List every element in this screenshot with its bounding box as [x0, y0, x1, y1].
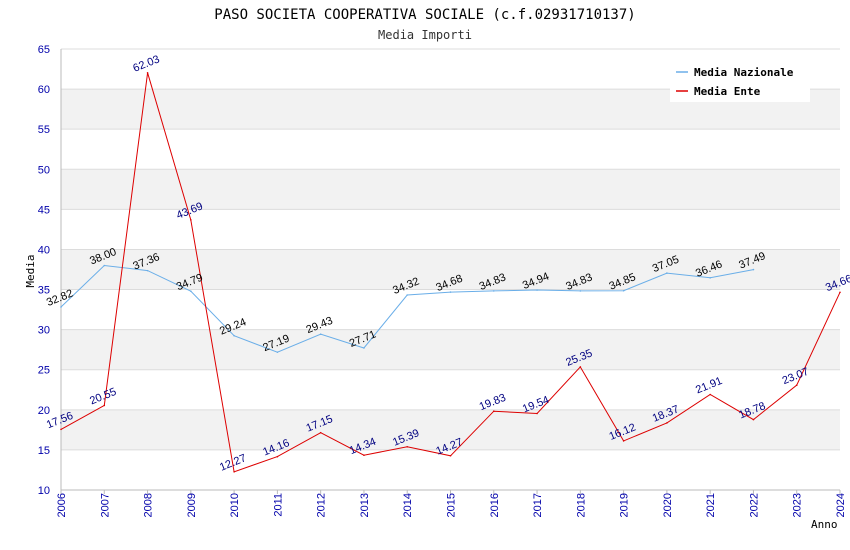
data-point	[319, 431, 322, 434]
data-point	[103, 404, 106, 407]
x-tick-label: 2007	[99, 493, 111, 517]
y-tick-label: 50	[38, 164, 50, 176]
y-tick-label: 55	[38, 124, 50, 136]
x-tick-label: 2012	[316, 493, 328, 517]
x-tick-label: 2006	[56, 493, 68, 517]
x-tick-label: 2010	[229, 493, 241, 517]
y-tick-label: 20	[38, 405, 50, 417]
data-point	[795, 384, 798, 387]
grid-band	[61, 249, 840, 290]
data-point	[839, 291, 841, 294]
x-tick-label: 2009	[186, 493, 198, 517]
y-tick-label: 45	[38, 204, 50, 216]
x-tick-label: 2020	[662, 493, 674, 517]
data-point	[492, 290, 495, 292]
data-point	[666, 272, 668, 274]
data-point	[363, 347, 365, 349]
data-point	[103, 264, 106, 267]
data-point	[752, 268, 755, 271]
x-tick-label: 2019	[619, 493, 631, 517]
y-tick-label: 35	[38, 285, 50, 297]
x-tick-label: 2024	[835, 493, 847, 517]
x-tick-label: 2017	[532, 493, 544, 517]
data-point	[449, 454, 452, 457]
legend-entry: Media Nazionale	[694, 66, 794, 79]
data-point	[536, 412, 538, 415]
data-point	[60, 428, 62, 431]
data-point	[752, 418, 755, 421]
x-tick-label: 2013	[359, 493, 371, 517]
data-point	[276, 351, 279, 353]
data-point	[449, 291, 452, 293]
data-point	[406, 294, 409, 296]
data-point	[666, 422, 668, 424]
data-point	[60, 306, 62, 308]
data-point	[492, 410, 495, 412]
x-tick-label: 2008	[143, 493, 155, 517]
y-tick-label: 65	[38, 44, 50, 56]
data-point	[709, 393, 711, 396]
chart-title: PASO SOCIETA COOPERATIVA SOCIALE (c.f.02…	[214, 7, 635, 23]
legend-entry: Media Ente	[694, 85, 761, 98]
y-tick-label: 40	[38, 244, 50, 256]
data-point	[536, 289, 538, 291]
x-tick-label: 2014	[402, 493, 414, 517]
data-point	[190, 219, 192, 221]
data-point	[146, 269, 149, 272]
x-tick-label: 2015	[446, 493, 458, 517]
chart-subtitle: Media Importi	[378, 28, 472, 42]
x-tick-label: 2021	[705, 493, 717, 517]
x-tick-label: 2011	[272, 493, 284, 517]
y-tick-label: 60	[38, 84, 50, 96]
data-point	[233, 470, 235, 473]
data-point	[579, 366, 582, 368]
data-point	[319, 333, 322, 336]
grid-band	[61, 169, 840, 210]
data-label: 21.91	[694, 375, 724, 396]
y-tick-label: 15	[38, 445, 50, 457]
data-label: 12.27	[218, 452, 248, 473]
gridlines	[61, 48, 840, 491]
grid-bands	[61, 89, 840, 450]
data-label: 20.55	[88, 386, 118, 407]
data-point	[363, 454, 365, 457]
x-tick-label: 2018	[575, 493, 587, 517]
data-point	[709, 277, 711, 279]
data-point	[406, 445, 409, 448]
x-axis-ticks: 2006 2007 2008 2009 2010 2011 2012 2013 2014 2015…	[56, 490, 847, 517]
x-axis-label: Anno	[811, 518, 838, 531]
x-tick-label: 2022	[748, 493, 760, 517]
legend-box	[670, 60, 810, 102]
data-point	[622, 440, 625, 442]
data-point	[233, 334, 235, 337]
data-point	[146, 72, 149, 74]
data-point	[276, 455, 279, 458]
x-tick-label: 2016	[489, 493, 501, 517]
y-axis-ticks: 10 15 20 25 30 35 40 45 50 55 60 65	[38, 44, 50, 497]
x-tick-label: 2023	[792, 493, 804, 517]
legend: Media Nazionale Media Ente	[670, 60, 810, 102]
y-tick-label: 10	[38, 485, 50, 497]
y-axis-label: Media	[24, 254, 37, 287]
y-tick-label: 25	[38, 365, 50, 377]
y-tick-label: 30	[38, 325, 50, 337]
data-point	[622, 289, 625, 292]
data-point	[579, 290, 582, 292]
data-point	[190, 290, 192, 293]
series-layer	[60, 72, 841, 473]
grid-band	[61, 329, 840, 370]
data-label: 62.03	[131, 53, 161, 74]
grid-band	[61, 409, 840, 450]
